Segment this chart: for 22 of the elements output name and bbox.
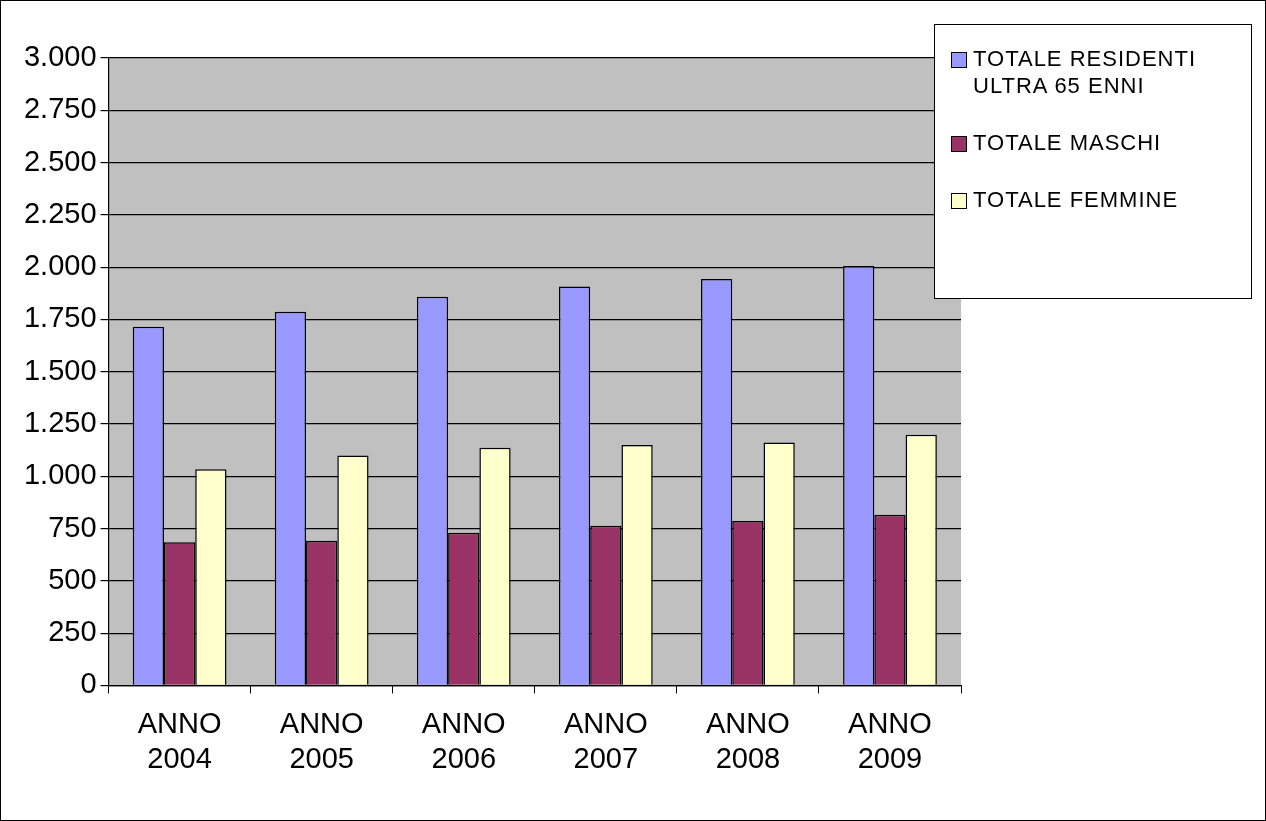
y-tick-label: 3.000 xyxy=(23,40,97,72)
legend-label: TOTALE MASCHI xyxy=(973,129,1162,156)
y-tick-label: 750 xyxy=(48,510,97,543)
legend-label: TOTALE RESIDENTI ULTRA 65 ENNI xyxy=(973,45,1197,99)
y-tick-label: 500 xyxy=(48,562,97,595)
y-tick-label: 2.750 xyxy=(23,92,97,125)
x-tick-label: ANNO 2007 xyxy=(563,706,648,774)
y-tick-label: 2.250 xyxy=(23,196,97,229)
x-tick-label: ANNO 2008 xyxy=(705,706,790,774)
y-tick-label: 0 xyxy=(80,667,97,700)
x-tick-label: ANNO 2006 xyxy=(421,706,506,774)
y-tick-label: 250 xyxy=(48,615,97,648)
y-tick-label: 2.500 xyxy=(23,144,97,177)
x-tick-label: ANNO 2009 xyxy=(848,706,932,774)
y-tick-label: 1.250 xyxy=(23,405,97,438)
y-tick-label: 2.000 xyxy=(23,249,97,282)
legend-label: TOTALE FEMMINE xyxy=(973,186,1179,213)
y-tick-label: 1.000 xyxy=(23,458,97,491)
x-tick-label: ANNO 2005 xyxy=(279,706,364,774)
y-tick-label: 1.500 xyxy=(23,353,97,386)
y-tick-label: 1.750 xyxy=(23,301,97,334)
x-tick-label: ANNO 2004 xyxy=(137,706,222,774)
